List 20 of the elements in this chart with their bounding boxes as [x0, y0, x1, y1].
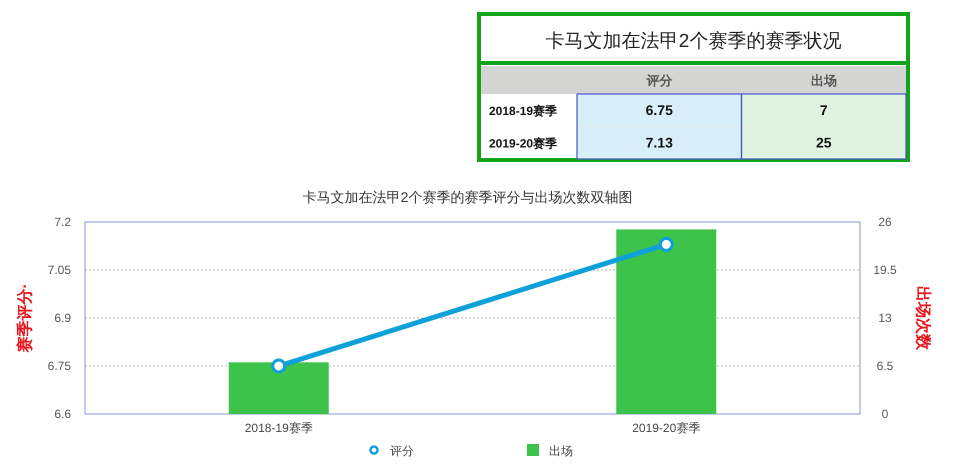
y-tick-label: 7.2 [54, 215, 72, 229]
chart-title: 卡马文加在法甲2个赛季的赛季状况 [546, 30, 842, 52]
y2-tick-label: 0 [882, 407, 889, 421]
y-axis-title: 赛季评分· [16, 283, 34, 354]
y2-tick-label: 6.5 [876, 359, 894, 373]
data-label: 6.75 [646, 102, 674, 118]
y-tick-label: 7.05 [48, 263, 72, 277]
legend-label: 出场 [549, 444, 573, 458]
y-tick-label: 6.9 [54, 311, 72, 325]
y-tick-label: 6.75 [48, 359, 72, 373]
y2-axis-title: 出场次数 [914, 286, 932, 351]
data-label: 25 [816, 134, 832, 150]
data-label: 7.13 [646, 134, 674, 150]
legend-label: 评分 [390, 444, 414, 458]
y2-tick-label: 26 [878, 215, 892, 229]
y2-tick-label: 13 [878, 311, 892, 325]
chart-title: 卡马文加在法甲2个赛季的赛季评分与出场次数双轴图 [302, 189, 632, 205]
y-tick-label: 6.6 [54, 407, 72, 421]
data-label: 7 [820, 102, 828, 118]
y2-tick-label: 19.5 [873, 263, 897, 277]
